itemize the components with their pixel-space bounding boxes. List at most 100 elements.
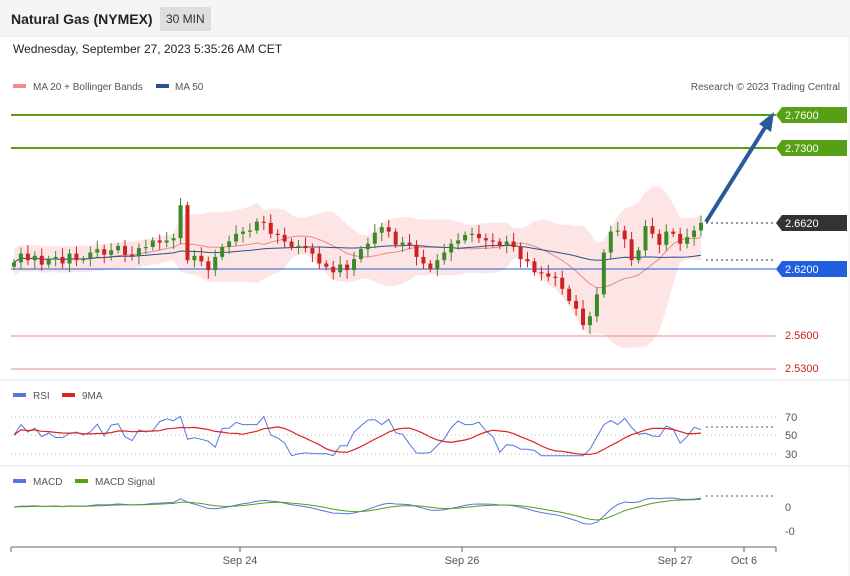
candle <box>560 270 565 295</box>
candle <box>67 248 72 273</box>
macd-legend-swatch <box>13 479 26 483</box>
candle <box>178 197 183 245</box>
candle <box>53 250 58 267</box>
candle <box>261 215 266 231</box>
candle <box>296 239 301 255</box>
candle <box>594 287 599 323</box>
candle <box>199 247 204 266</box>
candle <box>116 242 121 254</box>
x-tick-sep27: Sep 27 <box>658 555 693 567</box>
candle <box>220 243 225 261</box>
candle <box>650 217 655 239</box>
x-tick-oct6: Oct 6 <box>731 555 757 567</box>
candle <box>39 248 44 271</box>
candle <box>643 220 648 258</box>
candle <box>32 251 37 269</box>
candle <box>102 244 107 264</box>
candle <box>428 260 433 273</box>
candle <box>442 243 447 265</box>
candle <box>81 255 86 264</box>
ma20-legend-label: MA 20 + Bollinger Bands <box>33 82 143 93</box>
candle <box>414 240 419 266</box>
candle <box>435 254 440 277</box>
rsi-ma-legend-label: 9MA <box>82 391 103 402</box>
candle <box>136 243 141 265</box>
candle <box>657 229 662 254</box>
candle <box>456 233 461 250</box>
ma50-line <box>13 244 702 263</box>
rsi-line <box>13 415 702 457</box>
candle <box>358 245 363 263</box>
candle <box>95 240 100 258</box>
svg-text:2.7600: 2.7600 <box>785 110 819 122</box>
rsi-ma-line <box>13 426 702 455</box>
macd-signal-legend-label: MACD Signal <box>95 477 155 488</box>
candle <box>303 237 308 253</box>
svg-text:2.6620: 2.6620 <box>785 218 819 230</box>
candle <box>213 249 218 277</box>
candle <box>372 224 377 249</box>
candle <box>386 219 391 238</box>
timeframe-badge[interactable]: 30 MIN <box>160 7 211 31</box>
candle <box>587 311 592 334</box>
candle <box>449 239 454 262</box>
candle <box>275 229 280 244</box>
candle <box>352 251 357 277</box>
candle <box>25 245 30 265</box>
candle <box>338 256 343 277</box>
instrument-title: Natural Gas (NYMEX) <box>11 11 153 27</box>
projection-arrowhead <box>759 112 774 132</box>
level-tag-2-6200: 2.6200 <box>776 261 847 277</box>
candle <box>109 243 114 261</box>
ma20-line <box>13 235 702 289</box>
candle <box>574 294 579 316</box>
candle <box>171 233 176 249</box>
level-label-2-5300: 2.5300 <box>785 363 819 375</box>
candle <box>227 235 232 255</box>
level-label-2-5600: 2.5600 <box>785 330 819 342</box>
candle <box>241 226 245 243</box>
candle <box>379 222 384 242</box>
candle <box>629 232 634 267</box>
macd-signal-legend-swatch <box>75 479 88 483</box>
candle <box>234 225 239 247</box>
candle <box>511 232 516 252</box>
candle <box>483 233 488 249</box>
candle <box>345 259 350 279</box>
candle <box>185 201 190 264</box>
candle <box>532 258 537 276</box>
candle <box>143 239 148 255</box>
candle <box>463 231 468 244</box>
macd-tick-neg: -0 <box>785 526 795 538</box>
candle <box>636 247 641 264</box>
candle <box>192 249 197 268</box>
svg-text:2.7300: 2.7300 <box>785 143 819 155</box>
rsi-tick-30: 30 <box>785 449 797 461</box>
rsi-tick-70: 70 <box>785 412 797 424</box>
candle <box>157 234 162 250</box>
candle <box>553 272 558 287</box>
candle <box>664 224 669 251</box>
candle <box>60 248 65 269</box>
candle <box>518 242 523 268</box>
x-tick-sep26: Sep 26 <box>445 555 480 567</box>
candle <box>46 255 51 268</box>
candle <box>490 233 495 248</box>
candle <box>129 246 134 261</box>
candle <box>400 236 405 253</box>
level-tag-2-7600: 2.7600 <box>776 107 847 123</box>
candle <box>407 234 412 250</box>
chart-header: Natural Gas (NYMEX) 30 MIN <box>0 0 850 37</box>
candle <box>615 221 620 237</box>
candle <box>164 231 169 248</box>
candle <box>365 237 370 257</box>
rsi-legend-swatch <box>13 393 26 397</box>
candle <box>88 246 93 267</box>
candle <box>18 247 23 270</box>
candle <box>12 259 16 271</box>
candle <box>504 235 509 254</box>
candle <box>622 225 627 248</box>
x-axis-ticks <box>10 547 777 552</box>
candle <box>254 218 259 234</box>
